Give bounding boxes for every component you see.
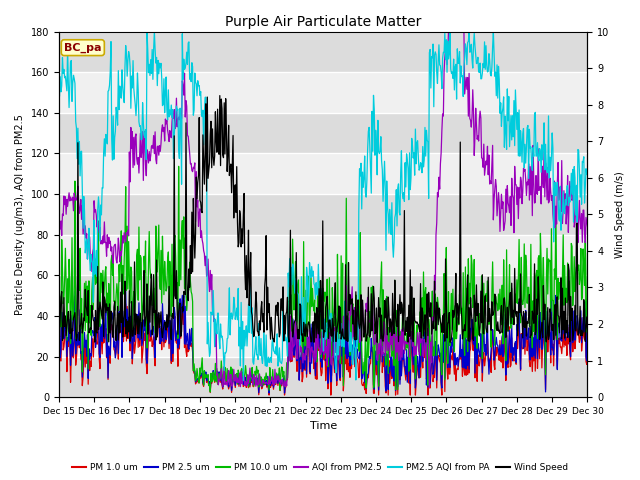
Bar [59,316,588,357]
Y-axis label: Particle Density (ug/m3), AQI from PM2.5: Particle Density (ug/m3), AQI from PM2.5 [15,114,25,315]
Bar [59,235,588,275]
Bar [59,113,588,154]
Bar [59,357,588,397]
Legend: PM 1.0 um, PM 2.5 um, PM 10.0 um, AQI from PM2.5, PM2.5 AQI from PA, Wind Speed: PM 1.0 um, PM 2.5 um, PM 10.0 um, AQI fr… [68,459,572,476]
Text: BC_pa: BC_pa [64,43,102,53]
Bar [59,32,588,72]
Y-axis label: Wind Speed (m/s): Wind Speed (m/s) [615,171,625,258]
Bar [59,72,588,113]
Title: Purple Air Particulate Matter: Purple Air Particulate Matter [225,15,421,29]
X-axis label: Time: Time [310,421,337,432]
Bar [59,275,588,316]
Bar [59,154,588,194]
Bar [59,194,588,235]
